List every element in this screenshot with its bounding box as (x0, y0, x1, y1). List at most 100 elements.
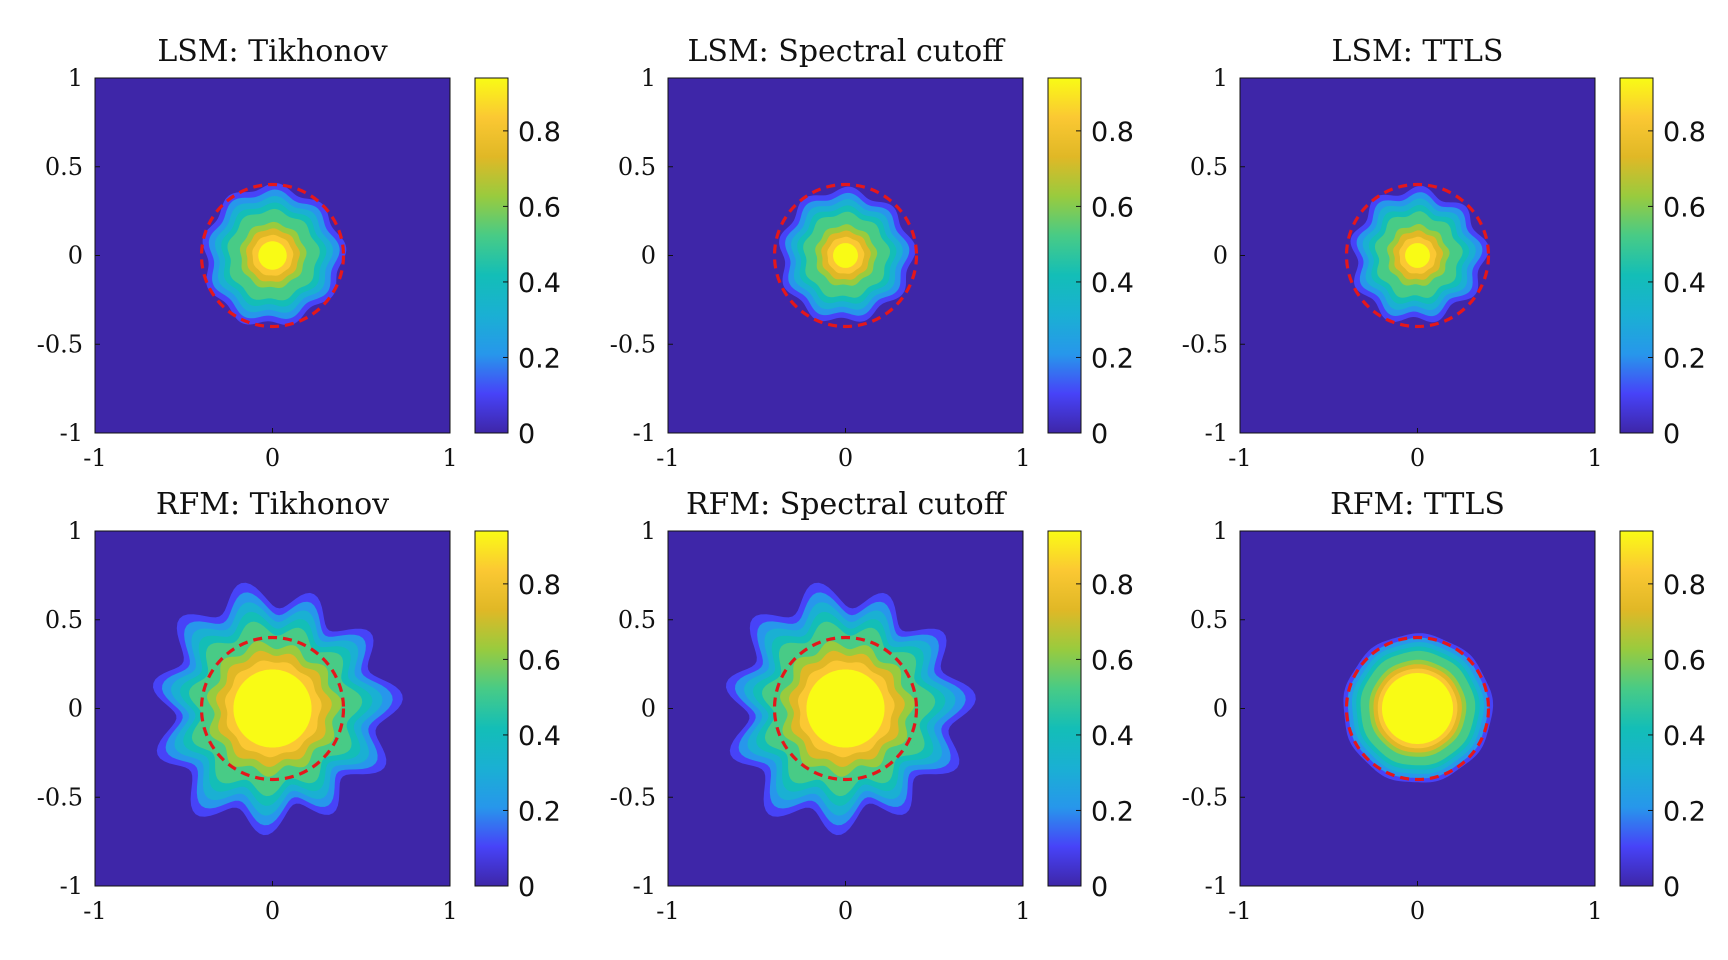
y-tick-label: 0.5 (1190, 606, 1228, 634)
colorbar-tick-label: 0.8 (518, 570, 561, 601)
y-tick-label: -1 (633, 872, 656, 900)
y-tick-label: 0.5 (618, 153, 656, 181)
subplot-title: LSM: Tikhonov (157, 34, 387, 69)
colorbar-tick-label: 0.2 (1663, 796, 1706, 827)
contour-fills (1343, 633, 1494, 783)
colorbar-tick-label: 0.8 (1091, 570, 1134, 601)
contour-level-10 (1405, 243, 1430, 268)
x-tick-label: -1 (1228, 444, 1251, 472)
y-tick-label: 1 (68, 64, 83, 92)
y-tick-label: 0 (68, 242, 83, 270)
contour-level-10 (258, 241, 287, 270)
subplot-title: RFM: Tikhonov (156, 487, 389, 522)
subplot-5: RFM: Spectral cutoff -1 0 1 1 0.5 0 -0.5 -1 0.8 0.… (610, 487, 1134, 925)
subplot-4: RFM: Tikhonov -1 0 1 1 0.5 0 -0.5 -1 0.8 0.6 0.4 0.2… (37, 487, 561, 925)
x-tick-label: 1 (1587, 897, 1602, 925)
colorbar-tick-label: 0.6 (1663, 192, 1706, 223)
colorbar-tick-label: 0 (518, 872, 535, 903)
x-tick-label: -1 (83, 444, 106, 472)
y-tick-label: -0.5 (37, 330, 83, 358)
y-tick-label: 0 (641, 242, 656, 270)
y-tick-label: -0.5 (610, 330, 656, 358)
y-tick-label: 0.5 (618, 606, 656, 634)
subplot-title: RFM: TTLS (1330, 487, 1505, 522)
colorbar (474, 77, 509, 434)
x-tick-label: -1 (656, 897, 679, 925)
x-tick-label: 0 (838, 444, 853, 472)
contour-level-10 (233, 669, 312, 748)
y-tick-label: -0.5 (37, 783, 83, 811)
colorbar-tick-label: 0.4 (518, 268, 561, 299)
true-boundary-circle (199, 635, 346, 782)
x-tick-label: 0 (838, 897, 853, 925)
y-tick-label: -0.5 (1182, 783, 1228, 811)
colorbar-tick-label: 0.6 (1091, 192, 1134, 223)
y-tick-label: -1 (1205, 872, 1228, 900)
contour-level-10 (1382, 673, 1453, 744)
x-tick-label: 1 (442, 444, 457, 472)
y-tick-label: 0 (1213, 695, 1228, 723)
colorbar (474, 530, 509, 887)
colorbar-tick-label: 0.2 (1091, 796, 1134, 827)
colorbar-tick-label: 0.4 (1091, 268, 1134, 299)
x-tick-label: 0 (265, 897, 280, 925)
x-tick-label: 0 (1410, 897, 1425, 925)
y-tick-label: 0 (68, 695, 83, 723)
colorbar-tick-label: 0 (1091, 872, 1108, 903)
colorbar-tick-label: 0.2 (518, 343, 561, 374)
y-tick-label: -1 (1205, 419, 1228, 447)
colorbar-tick-label: 0.4 (1091, 721, 1134, 752)
x-tick-label: 1 (1015, 897, 1030, 925)
y-tick-label: 1 (68, 517, 83, 545)
contour-fills (726, 582, 976, 836)
y-tick-label: -0.5 (1182, 330, 1228, 358)
subplot-title: LSM: Spectral cutoff (687, 34, 1006, 69)
colorbar-tick-label: 0.8 (1091, 117, 1134, 148)
colorbar-tick-label: 0.4 (518, 721, 561, 752)
colorbar-tick-label: 0 (1663, 872, 1680, 903)
contour-fills (1350, 185, 1489, 323)
x-tick-label: -1 (656, 444, 679, 472)
colorbar-tick-label: 0.4 (1663, 268, 1706, 299)
x-tick-label: 1 (442, 897, 457, 925)
true-boundary-circle (772, 182, 919, 329)
colorbar-tick-label: 0.2 (1663, 343, 1706, 374)
colorbar-tick-label: 0.4 (1663, 721, 1706, 752)
y-tick-label: -1 (60, 872, 83, 900)
colorbar-tick-label: 0.6 (518, 645, 561, 676)
colorbar-tick-label: 0 (1663, 419, 1680, 450)
y-tick-label: -1 (633, 419, 656, 447)
y-tick-label: 1 (1213, 64, 1228, 92)
x-tick-label: 1 (1587, 444, 1602, 472)
y-tick-label: -0.5 (610, 783, 656, 811)
true-boundary-circle (1344, 182, 1491, 329)
contour-level-10 (833, 243, 858, 268)
colorbar-tick-label: 0 (1091, 419, 1108, 450)
contour-level-10 (806, 669, 885, 748)
colorbar (1047, 77, 1082, 434)
colorbar (1619, 530, 1654, 887)
true-boundary-circle (772, 635, 919, 782)
x-tick-label: -1 (1228, 897, 1251, 925)
subplot-2: LSM: Spectral cutoff -1 0 1 1 0.5 0 -0.5 -1 0.8 0.… (610, 34, 1134, 472)
colorbar (1619, 77, 1654, 434)
y-tick-label: 0.5 (45, 153, 83, 181)
subplot-6: RFM: TTLS -1 0 1 1 0.5 0 -0.5 -1 0.8 0.6 0.4 0.2 0 (1182, 487, 1706, 925)
subplot-title: RFM: Spectral cutoff (686, 487, 1008, 522)
colorbar-tick-label: 0.8 (1663, 117, 1706, 148)
y-tick-label: 1 (1213, 517, 1228, 545)
subplot-1: LSM: Tikhonov -1 0 1 1 0.5 0 -0.5 -1 0.8 0.6 0.4 0.2… (37, 34, 561, 472)
y-tick-label: 0 (1213, 242, 1228, 270)
x-tick-label: -1 (83, 897, 106, 925)
x-tick-label: 1 (1015, 444, 1030, 472)
colorbar-tick-label: 0.8 (518, 117, 561, 148)
x-tick-label: 0 (1410, 444, 1425, 472)
contour-fills (202, 183, 347, 326)
true-boundary-circle (1344, 635, 1491, 782)
subplot-title: LSM: TTLS (1332, 34, 1504, 69)
colorbar-tick-label: 0.6 (1663, 645, 1706, 676)
colorbar-tick-label: 0 (518, 419, 535, 450)
y-tick-label: 1 (641, 517, 656, 545)
contour-fills (779, 186, 916, 322)
